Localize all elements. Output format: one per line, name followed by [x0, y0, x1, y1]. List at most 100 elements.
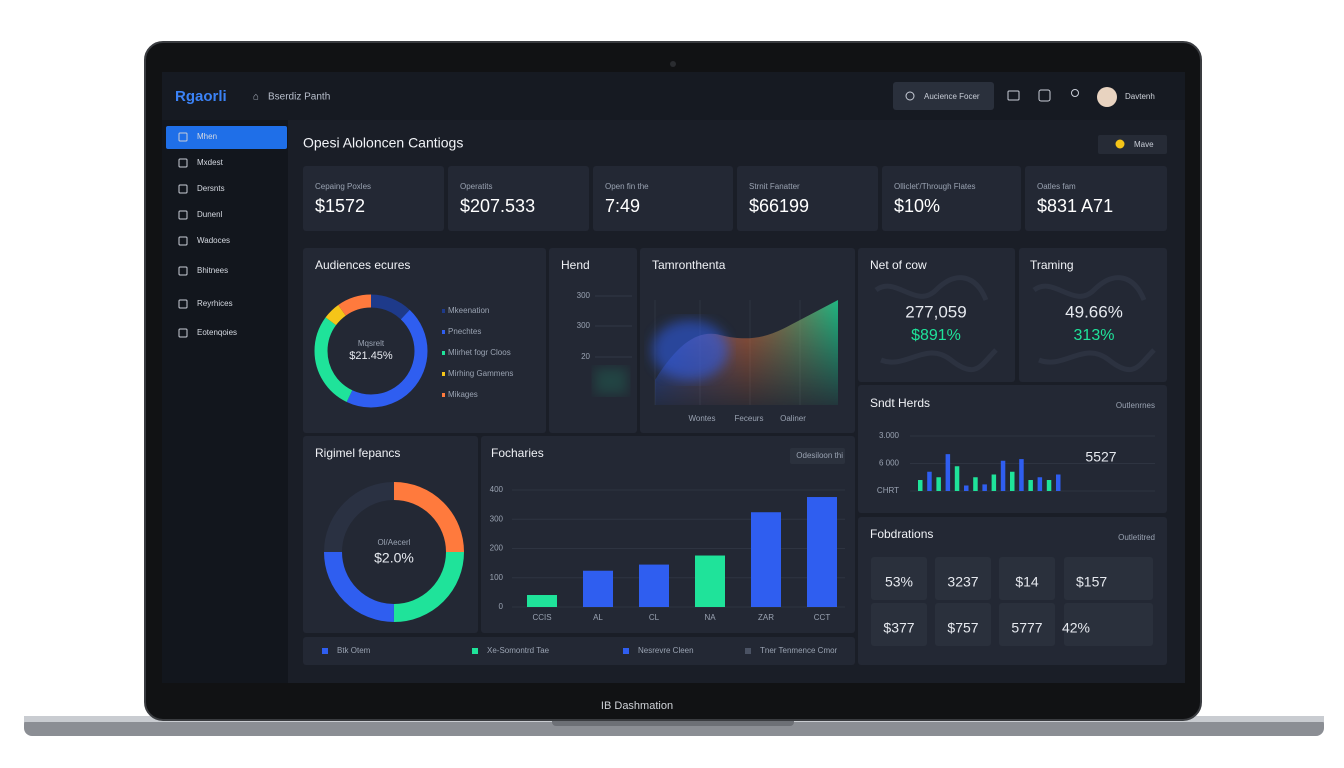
x-tick-label: CL — [649, 613, 660, 622]
legend-swatch — [442, 372, 445, 376]
legend-swatch — [745, 648, 751, 654]
kpi-value: $831 A71 — [1037, 196, 1113, 216]
decorative-swirl — [874, 275, 998, 373]
kpi-card — [1025, 166, 1167, 231]
donut-center-label: Mqsrelt — [358, 339, 385, 348]
user-name: Davtenh — [1125, 92, 1155, 101]
sidebar-item[interactable]: Eotenqoies — [197, 328, 237, 337]
sidebar-icon — [178, 210, 188, 220]
bar — [973, 477, 978, 491]
sidebar-item[interactable]: Wadoces — [197, 236, 230, 245]
calendar-icon[interactable] — [1007, 90, 1020, 101]
sidebar-icon — [178, 184, 188, 194]
tile — [999, 557, 1055, 600]
legend-label: Nesrevre Cleen — [638, 646, 694, 655]
bar — [1028, 480, 1033, 491]
panel-tag-bg — [790, 448, 845, 464]
decorative-swirl — [1032, 275, 1156, 373]
camera — [670, 61, 676, 67]
y-tick-label: 0 — [499, 602, 504, 611]
panel-title: Fobdrations — [870, 527, 933, 541]
donut-segment — [314, 294, 428, 408]
sidebar-item[interactable]: Reyrhices — [197, 299, 233, 308]
bar — [945, 454, 951, 491]
legend-label: Btk Otem — [337, 646, 371, 655]
bar — [918, 480, 923, 491]
metric-change: 313% — [1074, 327, 1115, 344]
bar — [1019, 459, 1024, 491]
legend-label: Xe-Somontrd Tae — [487, 646, 550, 655]
y-tick-label: 200 — [490, 544, 504, 553]
donut-center-label: Ol/Aecerl — [378, 538, 411, 547]
page-title: Opesi Aloloncen Cantiogs — [303, 135, 463, 151]
kpi-value: $66199 — [749, 196, 809, 216]
tile-value: 53% — [885, 574, 913, 590]
sidebar-item[interactable]: Mhen — [197, 132, 217, 141]
metric-value: 49.66% — [1065, 302, 1123, 321]
legend-swatch — [442, 309, 445, 313]
kpi-label: Olliclet'/Through Flates — [894, 182, 976, 191]
x-tick-label: CCIS — [532, 613, 551, 622]
metric-value: 277,059 — [905, 302, 966, 321]
annotation: 5527 — [1085, 449, 1116, 465]
sidebar-icon — [178, 299, 188, 309]
legend-label: Tner Tenmence Cmor — [760, 646, 838, 655]
bar — [695, 555, 725, 607]
tile-value: $157 — [1076, 574, 1107, 590]
sidebar-item[interactable]: Dersnts — [197, 184, 225, 193]
bar — [964, 485, 969, 491]
panel-title: Traming — [1030, 258, 1074, 272]
y-tick-label: CHRT — [877, 486, 899, 495]
kpi-value: $10% — [894, 196, 940, 216]
kpi-card — [303, 166, 444, 231]
sidebar-active — [166, 126, 287, 149]
bar — [982, 484, 987, 491]
message-icon[interactable] — [1038, 89, 1051, 102]
legend-panel — [303, 637, 855, 665]
logo: Rgaorli — [175, 88, 227, 105]
search-button[interactable] — [893, 82, 994, 110]
tile-value: $14 — [1015, 574, 1039, 590]
sidebar-icon — [178, 266, 188, 276]
donut-segment — [324, 482, 464, 622]
trend-area — [595, 300, 838, 405]
user-icon[interactable] — [1071, 89, 1079, 97]
panel-title: Audiences ecures — [315, 258, 410, 272]
x-tick-label: Oaliner — [780, 414, 806, 423]
kpi-label: Operatits — [460, 182, 492, 191]
bar — [751, 512, 781, 607]
sidebar-item[interactable]: Mxdest — [197, 158, 224, 167]
tile — [1064, 603, 1153, 646]
avatar[interactable] — [1097, 87, 1117, 107]
bar — [639, 564, 669, 607]
x-tick-label: CCT — [814, 613, 831, 622]
y-tick-label: 20 — [581, 352, 590, 361]
save-button[interactable] — [1098, 135, 1167, 154]
bar — [927, 471, 932, 491]
sidebar-icon — [178, 158, 188, 168]
save-button-label: Mave — [1134, 140, 1154, 149]
metric-change: $891% — [911, 327, 961, 344]
bar — [1010, 471, 1015, 491]
legend-swatch — [322, 648, 328, 654]
hend-panel — [549, 248, 637, 433]
tile — [935, 557, 991, 600]
kpi-label: Strnit Fanatter — [749, 182, 800, 191]
breadcrumb-icon: ⌂ — [253, 92, 259, 103]
bar — [583, 570, 613, 607]
panel-title: Rigimel fepancs — [315, 446, 400, 460]
sidebar-icon — [178, 132, 188, 142]
sidebar-item[interactable]: Bhitnees — [197, 266, 228, 275]
bar — [807, 497, 837, 607]
breadcrumb: Bserdiz Panth — [268, 92, 330, 103]
bar — [527, 595, 557, 607]
legend-swatch — [442, 393, 445, 397]
donut-segment — [314, 294, 428, 408]
bar — [1046, 480, 1052, 491]
donut-segment — [314, 294, 428, 408]
tile-value: $757 — [947, 620, 978, 636]
y-tick-label: 100 — [490, 573, 504, 582]
sidebar-item[interactable]: Dunenl — [197, 210, 223, 219]
legend-swatch — [442, 351, 445, 355]
